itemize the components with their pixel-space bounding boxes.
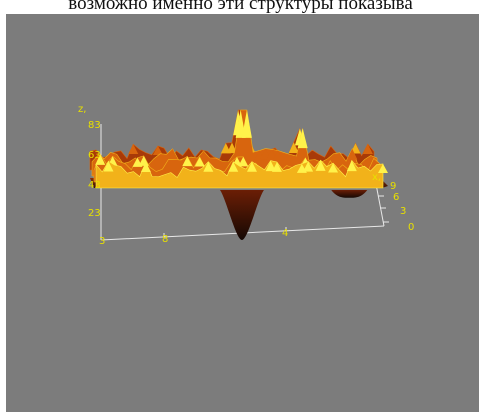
caption-fragment: возможно именно эти структуры показыва (68, 0, 413, 14)
surface-peak (362, 144, 373, 154)
side-tick-6: 6 (393, 192, 399, 203)
surface-peak (328, 163, 339, 173)
z-tick-3: 3 (99, 236, 105, 247)
surface-peak (266, 149, 277, 160)
surface-peak (288, 142, 299, 153)
surface-peak (103, 161, 114, 172)
side-axis-label: x, (372, 172, 381, 183)
surface-peak (228, 161, 239, 172)
surface-well (219, 190, 264, 240)
surface-peak (227, 142, 237, 154)
surface-plot: z, 83 63 43 23 3 8 4 x, 9 6 3 0 (78, 104, 414, 247)
surface-peak (347, 148, 358, 160)
surface-peak (315, 160, 326, 171)
surface-peak (378, 163, 388, 173)
surface-peak (182, 156, 193, 167)
z-tick-63: 63 (88, 150, 101, 161)
surface-peak (238, 156, 249, 167)
side-tick-9: 9 (390, 181, 396, 192)
surface-peak (260, 148, 271, 160)
z-tick-83: 83 (88, 120, 101, 131)
surface-mesh (89, 109, 388, 240)
surface-peak (297, 128, 308, 149)
z-axis-label: z, (78, 104, 86, 115)
z-tick-43: 43 (88, 180, 101, 191)
side-tick-0: 0 (408, 222, 414, 233)
surface-peak (128, 144, 139, 154)
surface-peak (272, 150, 283, 161)
surface-row (95, 159, 384, 189)
surface-peak (271, 162, 282, 172)
surface-well (331, 190, 368, 198)
surface-peak (194, 157, 205, 167)
front-tick-8: 8 (162, 234, 168, 245)
side-tick-3: 3 (400, 206, 406, 217)
side-axis-line (375, 183, 385, 227)
surface-peak (152, 145, 163, 155)
surface-peak (246, 161, 257, 172)
surface-peak (303, 161, 314, 172)
surface-peak (203, 161, 214, 172)
surface-peak (140, 162, 151, 172)
surface-peak (241, 110, 252, 138)
surface-peak (95, 154, 106, 165)
plot-viewport[interactable]: z, 83 63 43 23 3 8 4 x, 9 6 3 0 (6, 14, 479, 412)
z-tick-23: 23 (88, 208, 101, 219)
surface-peak (265, 160, 276, 172)
front-tick-4: 4 (282, 228, 288, 239)
surface-peak (198, 150, 209, 161)
axis-labels: z, 83 63 43 23 3 8 4 x, 9 6 3 0 (78, 104, 414, 247)
surface-peak (167, 148, 178, 160)
surface-peak (346, 160, 357, 172)
